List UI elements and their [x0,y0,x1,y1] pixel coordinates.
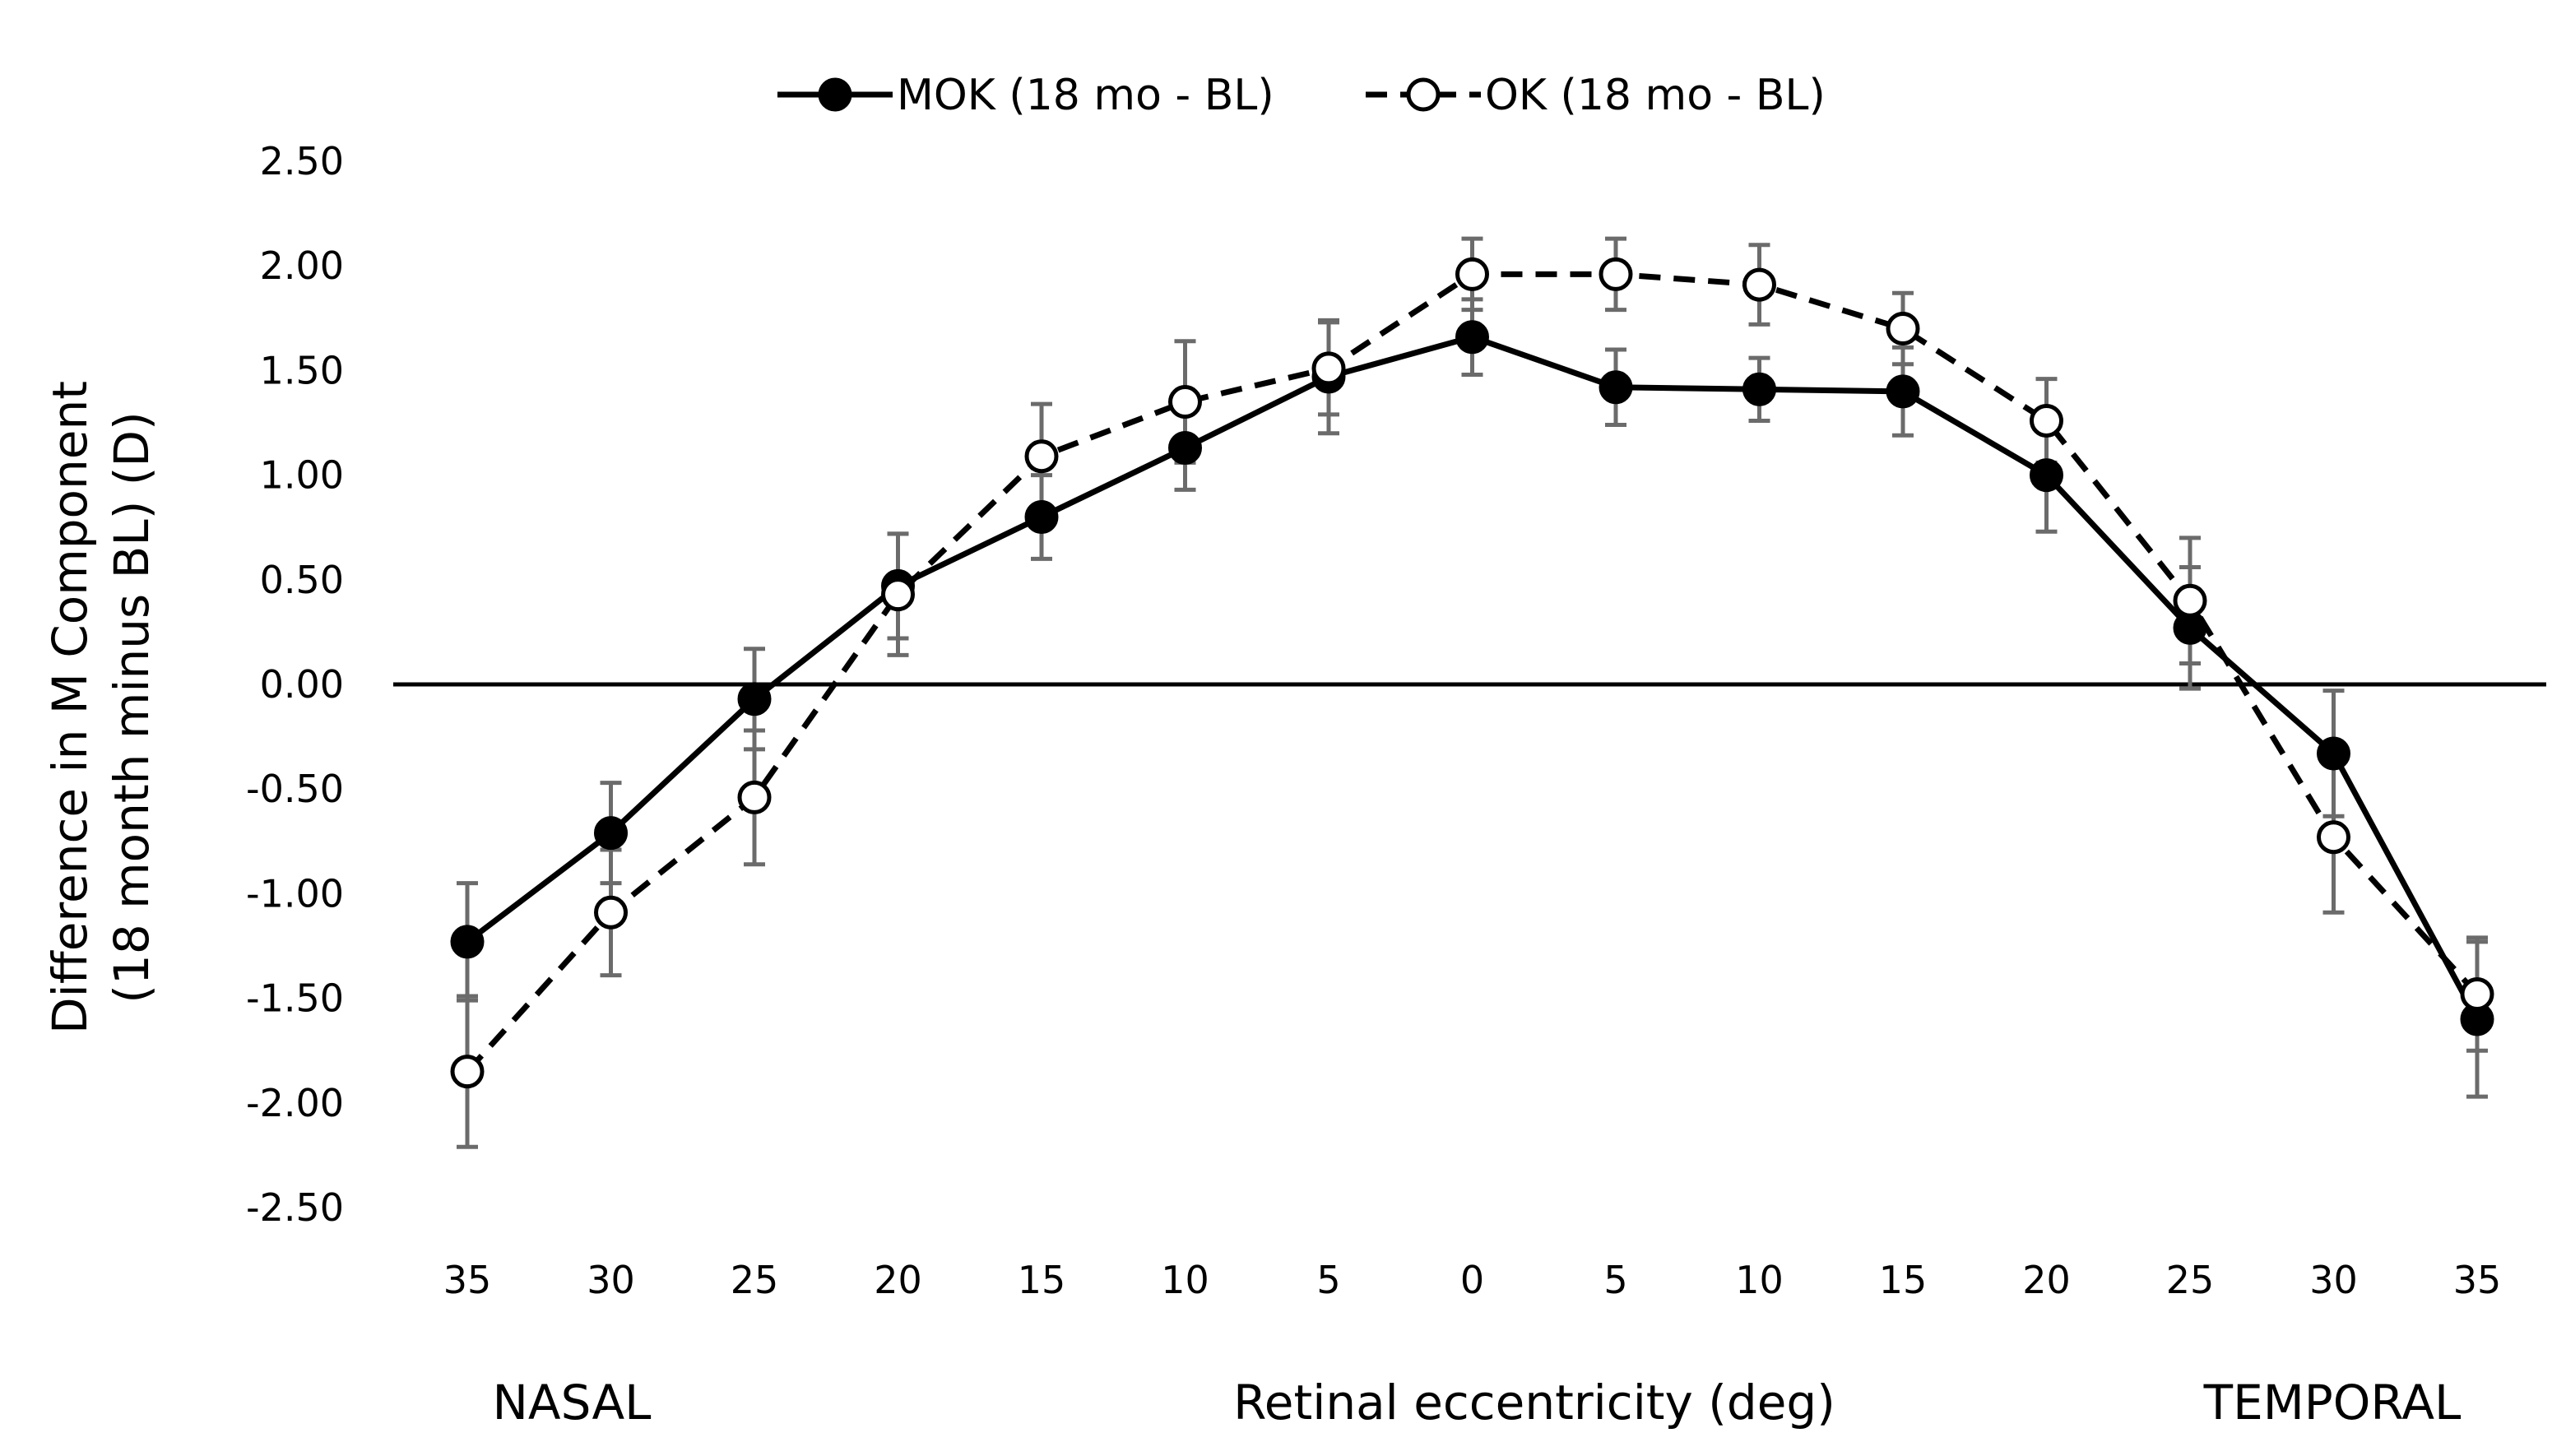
y-tick-label: 2.00 [260,243,344,288]
x-tick-labels: 35 30 25 20 15 10 5 0 5 10 15 20 25 30 35 [443,1258,2502,1302]
point-mok [450,925,485,959]
y-tick-label: 1.00 [260,453,344,498]
point-mok [2030,458,2063,493]
legend-marker-ok [1406,77,1441,112]
point-ok [1311,351,1346,386]
y-tick-label: 0.50 [260,558,344,602]
point-ok [881,577,915,612]
point-mok [1886,374,1920,409]
point-ok [1455,257,1489,291]
y-tick-label: -1.50 [246,976,344,1021]
point-ok [1168,385,1202,420]
y-tick-labels: 2.50 2.00 1.50 1.00 0.50 0.00 -0.50 -1.00 -1.50 -… [246,139,344,1230]
x-tick-label: 25 [731,1258,779,1302]
y-tick-label: -1.00 [246,871,344,916]
x-tick-label: 35 [2453,1258,2502,1302]
x-tick-label: 15 [1018,1258,1066,1302]
point-ok [1599,257,1633,291]
point-mok [1024,499,1059,534]
point-ok [2317,820,2350,855]
point-mok [594,816,628,851]
point-mok [737,682,772,716]
y-tick-label: 1.50 [260,348,344,392]
series-line-mok [465,334,2480,1021]
x-tick-label: 10 [1735,1258,1784,1302]
x-tick-label: 30 [2309,1258,2358,1302]
x-tick-label: 15 [1879,1258,1928,1302]
point-ok [1742,267,1776,302]
y-axis-title-line-1: Difference in M Component [42,381,98,1034]
x-tick-label: 30 [587,1258,635,1302]
y-axis-title-line-2: (18 month minus BL) (D) [104,411,160,1003]
point-ok [1886,312,1920,346]
x-tick-label: 25 [2166,1258,2215,1302]
point-mok [2317,736,2350,771]
point-ok [737,780,772,814]
legend-label-mok: MOK (18 mo - BL) [897,71,1274,120]
x-tick-label: 5 [1603,1258,1627,1302]
point-ok [2173,583,2207,618]
legend-item-ok: OK (18 mo - BL) [1366,71,1826,120]
y-tick-label: 2.50 [260,139,344,183]
point-mok [1742,372,1776,406]
point-ok [2460,977,2494,1012]
series-lines [465,271,2480,1073]
x-tick-label: 5 [1316,1258,1340,1302]
point-mok [1599,370,1633,405]
point-ok [2030,403,2063,438]
point-ok [450,1055,485,1089]
x-tick-label: 20 [2022,1258,2071,1302]
legend: MOK (18 mo - BL) OK (18 mo - BL) [777,71,1826,120]
y-tick-label: -2.50 [246,1185,344,1230]
point-ok [1024,439,1059,474]
point-mok [1455,320,1489,355]
x-tick-label: 0 [1460,1258,1484,1302]
y-tick-label: 0.00 [260,662,344,707]
region-label-temporal: TEMPORAL [2203,1375,2462,1430]
y-tick-label: -0.50 [246,767,344,811]
region-label-nasal: NASAL [493,1375,652,1430]
legend-label-ok: OK (18 mo - BL) [1485,71,1826,120]
data-markers [450,257,2494,1089]
x-tick-label: 35 [443,1258,492,1302]
x-tick-label: 10 [1161,1258,1209,1302]
x-tick-label: 20 [874,1258,922,1302]
legend-item-mok: MOK (18 mo - BL) [777,71,1274,120]
point-ok [594,895,628,930]
series-line-ok [465,271,2480,1073]
legend-marker-mok [818,77,852,112]
point-mok [1168,431,1202,466]
x-axis-title: Retinal eccentricity (deg) [1233,1375,1835,1430]
y-tick-label: -2.00 [246,1081,344,1125]
